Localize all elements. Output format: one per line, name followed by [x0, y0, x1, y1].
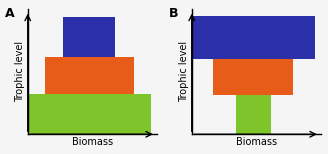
Text: A: A — [5, 7, 14, 20]
Bar — [213, 59, 293, 95]
Y-axis label: Trophic level: Trophic level — [179, 41, 189, 102]
Y-axis label: Trophic level: Trophic level — [15, 41, 25, 102]
Bar — [236, 95, 271, 134]
Bar — [45, 57, 133, 94]
Bar — [63, 17, 115, 57]
X-axis label: Biomass: Biomass — [236, 137, 277, 147]
Text: B: B — [169, 7, 178, 20]
Bar — [192, 16, 315, 59]
Bar — [28, 94, 151, 134]
X-axis label: Biomass: Biomass — [72, 137, 113, 147]
